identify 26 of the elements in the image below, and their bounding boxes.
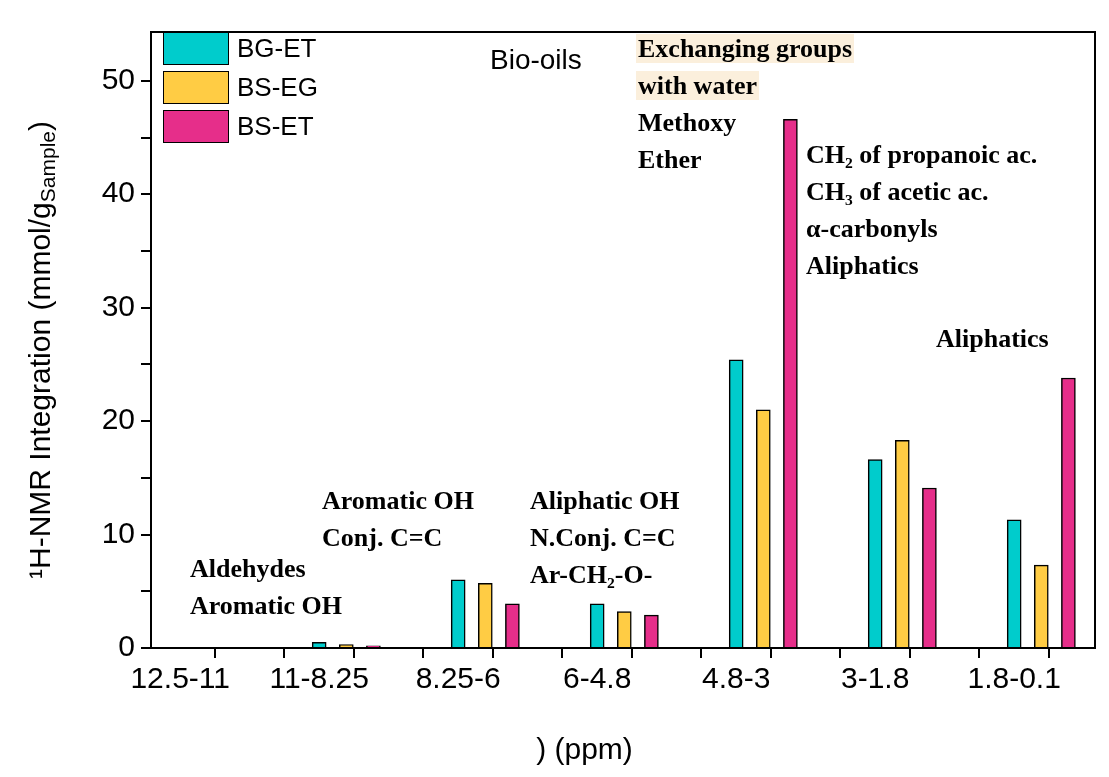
- x-tick-label: 1.8-0.1: [967, 661, 1061, 695]
- annotation: Aromatic OH Conj. C=C: [321, 486, 475, 552]
- annotation: CH₂ of propanoic ac. CH₃ of acetic ac. α-carbonyls Aliphatics: [805, 140, 1039, 280]
- y-tick-label: 20: [101, 402, 135, 436]
- y-tick-label: 30: [101, 288, 135, 322]
- legend-label: BS-ET: [237, 111, 314, 142]
- x-tick-label: 4.8-3: [701, 661, 771, 695]
- x-tick-label: 12.5-11: [130, 661, 230, 695]
- y-tick-label: 50: [101, 62, 135, 96]
- x-axis-title: ) (ppm): [535, 732, 634, 766]
- x-tick-label: 11-8.25: [269, 661, 369, 695]
- annotation: Exchanging groups with water: [637, 34, 854, 100]
- legend-label: BS-EG: [237, 72, 318, 103]
- chart-title: Bio-oils: [490, 44, 582, 76]
- annotation: Aldehydes Aromatic OH: [189, 554, 343, 620]
- y-tick-label: 10: [101, 515, 135, 549]
- x-tick-label: 3-1.8: [840, 661, 910, 695]
- y-tick-label: 40: [101, 175, 135, 209]
- y-tick-label: 0: [118, 629, 135, 663]
- legend-label: BG-ET: [237, 33, 317, 64]
- annotation: Aliphatics: [935, 324, 1050, 353]
- y-axis-title: ¹H-NMR Integration (mmol/gSample): [23, 121, 60, 579]
- x-tick-label: 8.25-6: [415, 661, 501, 695]
- annotation: Methoxy Ether: [637, 108, 738, 174]
- x-tick-label: 6-4.8: [562, 661, 632, 695]
- annotation: Aliphatic OH N.Conj. C=C Ar-CH₂-O-: [529, 486, 681, 589]
